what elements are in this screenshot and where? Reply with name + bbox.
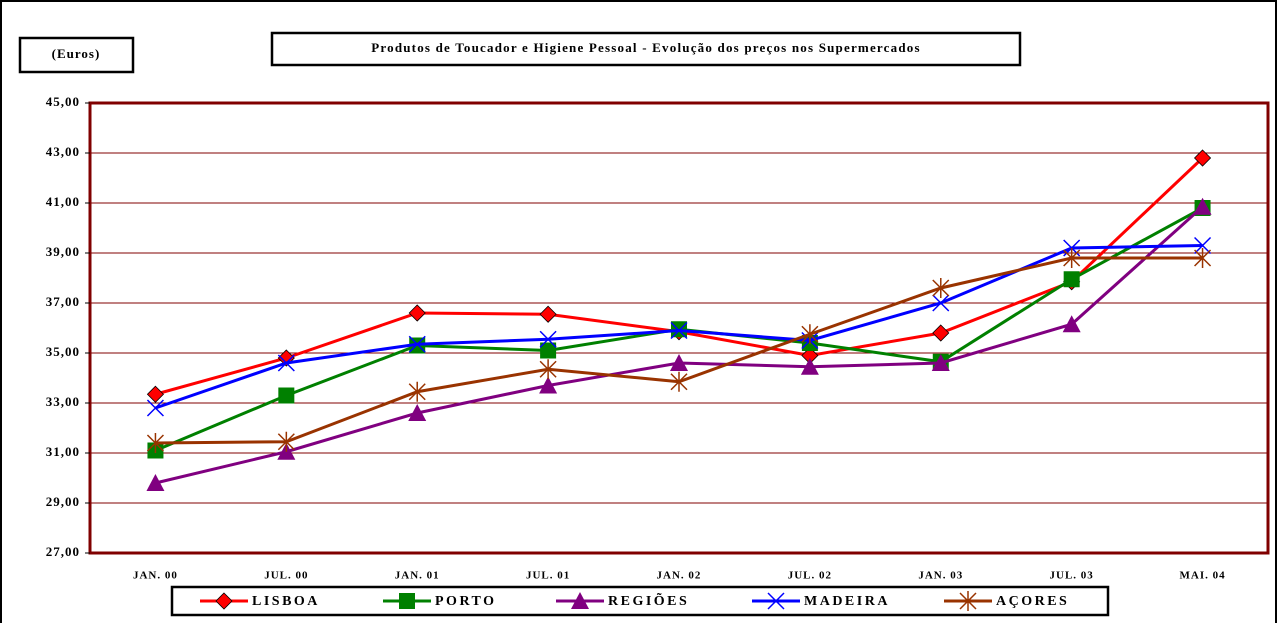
- marker-triangle: [571, 592, 589, 609]
- marker-diamond: [539, 305, 557, 323]
- marker-triangle: [800, 357, 819, 375]
- legend-label: PORTO: [435, 594, 497, 609]
- marker-star: [146, 433, 164, 453]
- x-tick-label: JAN. 03: [918, 570, 963, 582]
- y-tick-label: 29,00: [46, 494, 80, 509]
- legend-label: MADEIRA: [804, 594, 890, 609]
- series: [146, 248, 1212, 453]
- y-tick-label: 45,00: [46, 94, 80, 109]
- marker-triangle: [146, 474, 165, 491]
- marker-cross: [408, 335, 426, 353]
- y-tick-label: 33,00: [46, 394, 80, 409]
- marker-cross: [277, 354, 295, 372]
- marker-cross: [767, 592, 785, 610]
- unit-box: [18, 36, 135, 74]
- x-tick-label: JUL. 03: [1050, 570, 1094, 582]
- marker-star: [932, 278, 950, 298]
- marker-square: [399, 593, 415, 609]
- marker-square: [1063, 271, 1080, 288]
- marker-triangle: [539, 376, 558, 394]
- marker-star: [801, 324, 819, 345]
- marker-star: [408, 381, 426, 402]
- marker-triangle: [670, 354, 688, 371]
- marker-square: [540, 342, 557, 359]
- y-tick-label: 35,00: [46, 344, 80, 359]
- marker-star: [1194, 248, 1212, 268]
- y-tick-label: 37,00: [46, 294, 80, 309]
- marker-cross: [1194, 236, 1212, 255]
- marker-cross: [146, 399, 164, 417]
- marker-star: [1063, 248, 1081, 268]
- marker-cross: [932, 294, 950, 312]
- y-tick-label: 39,00: [46, 244, 80, 259]
- y-tick-label: 43,00: [46, 144, 80, 159]
- series: [146, 197, 1212, 491]
- x-tick-label: JAN. 01: [395, 570, 440, 582]
- marker-cross: [539, 330, 557, 348]
- marker-star: [277, 431, 295, 452]
- marker-diamond: [215, 592, 233, 610]
- x-tick-label: JUL. 00: [264, 570, 308, 582]
- y-tick-label: 27,00: [46, 544, 80, 559]
- marker-star: [539, 359, 557, 380]
- marker-triangle: [1062, 315, 1081, 333]
- x-tick-label: JUL. 01: [526, 570, 570, 582]
- marker-star: [959, 591, 977, 611]
- marker-diamond: [932, 324, 950, 342]
- y-axis-label: (Euros): [52, 46, 101, 61]
- legend-label: AÇORES: [996, 594, 1069, 609]
- legend-label: LISBOA: [252, 594, 320, 609]
- chart-title: Produtos de Toucador e Higiene Pessoal -…: [371, 40, 920, 55]
- marker-triangle: [931, 354, 950, 371]
- title-box: [270, 31, 1022, 67]
- marker-diamond: [408, 304, 426, 322]
- marker-square: [278, 387, 295, 404]
- x-tick-label: JAN. 00: [133, 570, 178, 582]
- marker-diamond: [146, 385, 165, 403]
- legend-label: REGIÕES: [608, 591, 689, 609]
- y-tick-label: 31,00: [46, 444, 80, 459]
- marker-triangle: [408, 404, 427, 421]
- x-tick-label: JUL. 02: [788, 570, 832, 582]
- y-tick-label: 41,00: [46, 194, 80, 209]
- marker-star: [670, 371, 688, 392]
- x-tick-label: MAI. 04: [1180, 570, 1226, 582]
- marker-triangle: [1193, 197, 1212, 215]
- marker-diamond: [1193, 149, 1212, 167]
- marker-cross: [670, 321, 688, 340]
- x-tick-label: JAN. 02: [657, 570, 702, 582]
